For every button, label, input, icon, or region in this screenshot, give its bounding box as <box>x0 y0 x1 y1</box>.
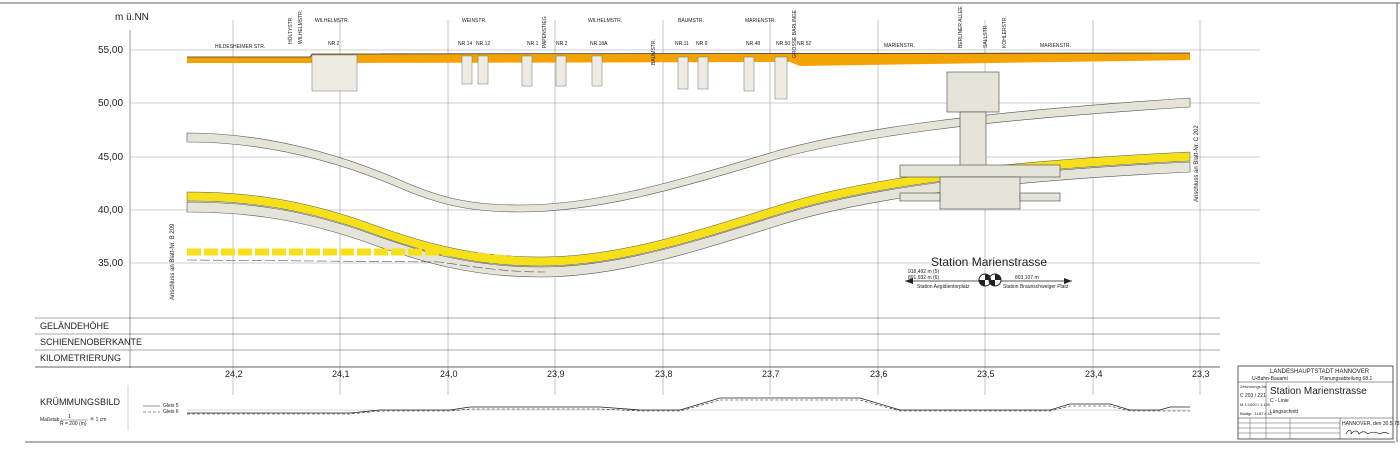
department: Planungsabteilung 68.1 <box>1320 376 1372 382</box>
street-koehlerstr: KÖHLERSTR. <box>1001 16 1008 48</box>
axis-label-35: 35,00 <box>98 258 123 269</box>
street-hildesheimer: HILDESHEIMER STR. <box>215 44 265 50</box>
connection-left: Anschluss an Blatt-Nr. B 209 <box>170 223 176 300</box>
curvature-scale-label: Maßstab : <box>40 417 62 423</box>
curvature-scale-equivalence: ≙ 1 cm <box>90 416 106 423</box>
km-label: 23,4 <box>1085 369 1103 379</box>
house-number: NR.9 <box>696 41 708 47</box>
axis-label-50: 50,00 <box>98 98 123 109</box>
profile-table: GELÄNDEHÖHE SCHIENENOBERKANTE KILOMETRIE… <box>35 317 1220 368</box>
station-title: Station Marienstrasse <box>931 255 1047 269</box>
street-weinstr: WEINSTR. <box>462 18 486 24</box>
ground-surface <box>187 52 1191 100</box>
street-hoeltystr: HÖLTYSTR. <box>287 16 294 44</box>
direction-left: Station Aegidientorplatz <box>917 284 970 290</box>
house-number: NR.48 <box>746 41 760 47</box>
street-wilhelmstr-2: WILHELMSTR. <box>588 18 622 24</box>
axis-label-45: 45,00 <box>98 152 123 163</box>
km-label: 23,6 <box>870 369 888 379</box>
legend-gleis-6: Gleis 6 <box>163 409 179 415</box>
axis-unit: m ü.NN <box>115 12 149 23</box>
km-label: 24,2 <box>225 369 243 379</box>
drawing-title: Station Marienstrasse <box>1270 386 1367 397</box>
km-label: 24,1 <box>332 369 350 379</box>
street-marienstr-1: MARIENSTR. <box>884 43 915 49</box>
curvature-title: KRÜMMUNGSBILD <box>40 397 121 407</box>
street-sallstr: SALLSTR. <box>983 24 989 48</box>
house-number: NR.12 <box>476 41 490 47</box>
station-structure <box>899 71 1061 210</box>
arrow-left-icon <box>905 278 913 284</box>
authority: LANDESHAUPTSTADT HANNOVER <box>1270 369 1370 375</box>
row-label-gelaendehoehe: GELÄNDEHÖHE <box>40 321 109 331</box>
drawing-no: C 203 / 221 <box>1240 393 1266 399</box>
legend-gleis-5: Gleis 5 <box>163 403 179 409</box>
track-gleis-6-outline <box>186 259 546 273</box>
curvature-diagram: KRÜMMUNGSBILD Maßstab : 1 R = 200 (m) ≙ … <box>40 385 1190 430</box>
row-label-schienenoberkante: SCHIENENOBERKANTE <box>40 337 142 347</box>
distance-gleis-6: 891,932 m (6) <box>908 275 939 281</box>
street-baumstr: BAUMSTR. <box>678 18 704 24</box>
place-date: HANNOVER, den 30.5.78 <box>1342 421 1400 427</box>
axis-label-55: 55,00 <box>98 45 123 56</box>
title-block: LANDESHAUPTSTADT HANNOVER U-Bahn-Bauamt … <box>1237 365 1400 440</box>
station-label: Station Marienstrasse 918,492 m (5) 891,… <box>905 255 1072 290</box>
tunnel-lower-shell <box>186 161 1191 278</box>
curvature-scale-numerator: 1 <box>68 414 71 420</box>
km-labels: 24,2 24,1 24,0 23,9 23,8 23,7 23,6 23,5 … <box>225 369 1210 379</box>
connection-right: Anschluss an Blatt-Nr. C 202 <box>1194 125 1200 202</box>
house-numbers: NR.2 NR.14 NR.12 NR.1 NR.2 NR.18A NR.11 … <box>328 41 811 47</box>
distance-right: 803,107 m <box>1015 275 1039 281</box>
house-number: NR.50 <box>776 41 790 47</box>
km-label: 23,3 <box>1192 369 1210 379</box>
street-berliner-allee: BERLINER ALLEE <box>958 6 964 48</box>
house-number: NR.14 <box>458 41 472 47</box>
km-label: 23,7 <box>762 369 780 379</box>
house-number: NR.18A <box>590 41 608 47</box>
axis-label-40: 40,00 <box>98 205 123 216</box>
track-gleis-6 <box>187 248 541 266</box>
drawing-no-label: Zeichnungs-Nr. <box>1240 384 1267 389</box>
elevation-axis: m ü.NN 55,00 50,00 45,00 40,00 35,00 <box>98 12 1260 368</box>
direction-right: Station Braunschweiger Platz <box>1003 284 1069 290</box>
km-label: 23,8 <box>655 369 673 379</box>
km-label: 23,9 <box>547 369 565 379</box>
street-baumstr-vertical: BAUMSTR. <box>651 39 657 65</box>
curvature-line-gleis-6 <box>187 399 1190 415</box>
street-papenstieg: PAPENSTIEG <box>542 16 548 48</box>
house-number: NR.1 <box>527 41 539 47</box>
house-number: NR.52 <box>797 41 811 47</box>
street-grosse-barlinge: GROSSE BARLINGE <box>792 9 798 58</box>
km-gridlines <box>232 20 1201 395</box>
km-label: 23,5 <box>977 369 995 379</box>
drawing-scale: M 1:1000 / 1:100 <box>1240 402 1271 407</box>
curvature-scale-denominator: R = 200 (m) <box>60 421 87 427</box>
street-wilhelmstr-vertical: WILHELMSTR. <box>298 10 304 44</box>
tunnel-upper-shell <box>186 97 1191 213</box>
house-number: NR.11 <box>675 41 689 47</box>
house-number: NR.2 <box>328 41 340 47</box>
distance-gleis-5: 918,492 m (5) <box>908 269 939 275</box>
street-marienstr-top: MARIENSTR. <box>745 18 776 24</box>
sheet-size: Blattgr.: 1187 x 42 <box>1240 411 1273 416</box>
street-wilhelmstr-1: WILHELMSTR. <box>315 18 349 24</box>
arrow-right-icon <box>1064 278 1072 284</box>
house-number: NR.2 <box>556 41 568 47</box>
drawing-type: Längsschnitt <box>1270 409 1299 415</box>
row-label-kilometrierung: KILOMETRIERUNG <box>40 353 121 363</box>
km-label: 24,0 <box>440 369 458 379</box>
drawing-line: C - Linie <box>1270 398 1289 404</box>
office: U-Bahn-Bauamt <box>1252 376 1288 382</box>
signature <box>1345 429 1390 435</box>
street-marienstr-2: MARIENSTR. <box>1040 43 1071 49</box>
street-labels: HILDESHEIMER STR. HÖLTYSTR. WILHELMSTR. … <box>215 6 1071 65</box>
curvature-line-gleis-5 <box>187 397 1190 414</box>
